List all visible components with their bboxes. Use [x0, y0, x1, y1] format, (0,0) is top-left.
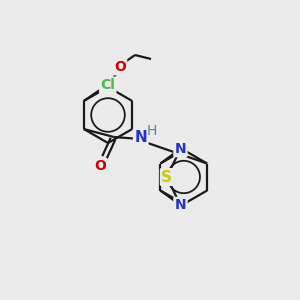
Text: N: N: [175, 198, 186, 212]
Text: H: H: [147, 124, 157, 138]
Text: O: O: [94, 159, 106, 173]
Text: N: N: [134, 130, 147, 146]
Text: S: S: [161, 169, 172, 184]
Text: O: O: [114, 60, 126, 74]
Text: N: N: [175, 142, 186, 156]
Text: Cl: Cl: [100, 78, 115, 92]
